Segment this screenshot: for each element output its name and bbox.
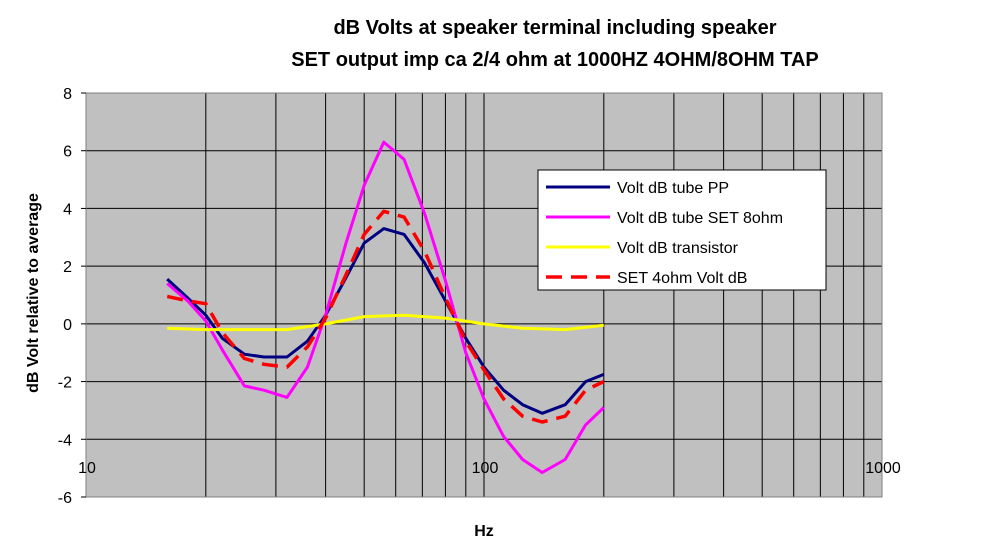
series-line-4 <box>166 209 605 424</box>
x-axis-label: Hz <box>474 523 494 540</box>
series-line-1 <box>166 227 605 415</box>
tick-labels: -6 -4 -2 0 2 4 6 8 10 100 1000 <box>58 86 901 507</box>
y-tick-label: -4 <box>58 432 72 449</box>
y-tick-label: 6 <box>63 144 72 161</box>
chart-title: dB Volts at speaker terminal including s… <box>333 17 776 39</box>
legend-label-3: Volt dB transistor <box>617 240 739 257</box>
y-axis-label: dB Volt relative to average <box>25 193 42 393</box>
chart-subtitle: SET output imp ca 2/4 ohm at 1000HZ 4OHM… <box>291 49 819 71</box>
x-tick-label: 1000 <box>865 460 901 477</box>
series-layer <box>166 140 605 474</box>
legend-label-2: Volt dB tube SET 8ohm <box>617 210 783 227</box>
y-tick-label: 2 <box>63 259 72 276</box>
legend-box <box>537 169 827 291</box>
y-tick-label: 0 <box>63 317 72 334</box>
series-line-2 <box>166 140 605 474</box>
x-tick-label: 10 <box>78 460 96 477</box>
gridlines <box>85 92 883 498</box>
legend: Volt dB tube PP Volt dB tube SET 8ohm Volt… <box>537 169 827 291</box>
y-tick-label: -6 <box>58 490 72 507</box>
x-tick-label: 100 <box>472 460 499 477</box>
y-tick-label: -2 <box>58 375 72 392</box>
y-tick-label: 4 <box>63 201 72 218</box>
plot-border <box>85 92 883 498</box>
series-line-3 <box>167 313 604 332</box>
legend-label-4: SET 4ohm Volt dB <box>617 270 747 287</box>
y-tick-label: 8 <box>63 86 72 103</box>
legend-label-1: Volt dB tube PP <box>617 180 729 197</box>
